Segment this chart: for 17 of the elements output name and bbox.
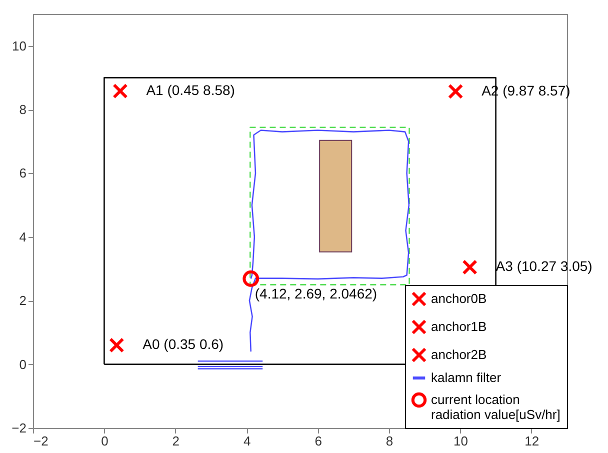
legend-label: current location radiation value[uSv/hr] (431, 392, 560, 422)
legend-label: kalamn filter (431, 370, 502, 385)
y-tick-label: 4 (19, 229, 26, 244)
y-tick-label: 0 (19, 356, 26, 372)
x-tick-label: 8 (386, 434, 394, 448)
x-tick-label: 12 (524, 434, 540, 448)
x-tick-label: 2 (172, 434, 180, 448)
x-tick-label: 4 (243, 434, 251, 448)
x-tick-label: 0 (101, 434, 108, 448)
y-tick-label: 10 (12, 38, 26, 54)
y-tick-label: 6 (19, 166, 26, 181)
y-tick-label: −2 (12, 420, 26, 436)
x-tick-label: 10 (453, 434, 468, 448)
y-tick-label: 8 (19, 102, 26, 118)
x-tick-label: −2 (34, 434, 48, 448)
x-tick-label: 6 (314, 434, 322, 448)
y-tick-label: 2 (19, 293, 26, 308)
